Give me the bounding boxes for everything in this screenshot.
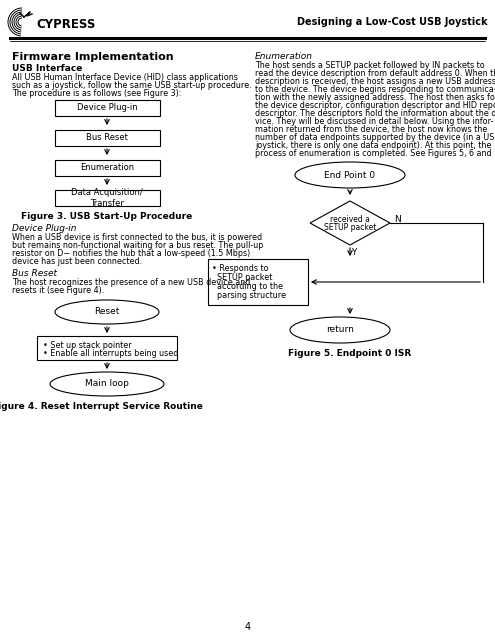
- FancyBboxPatch shape: [54, 160, 159, 176]
- Text: mation returned from the device, the host now knows the: mation returned from the device, the hos…: [255, 125, 487, 134]
- Text: Reset: Reset: [95, 307, 120, 317]
- Text: Firmware Implementation: Firmware Implementation: [12, 52, 174, 62]
- Text: The host sends a SETUP packet followed by IN packets to: The host sends a SETUP packet followed b…: [255, 61, 485, 70]
- Text: • Enable all interrupts being used: • Enable all interrupts being used: [43, 349, 178, 358]
- Text: Enumeration: Enumeration: [255, 52, 313, 61]
- Text: description is received, the host assigns a new USB address: description is received, the host assign…: [255, 77, 495, 86]
- Text: N: N: [394, 214, 401, 223]
- Text: Main loop: Main loop: [85, 380, 129, 388]
- Text: Bus Reset: Bus Reset: [86, 134, 128, 143]
- Text: but remains non-functional waiting for a bus reset. The pull-up: but remains non-functional waiting for a…: [12, 241, 263, 250]
- Text: USB Interface: USB Interface: [12, 64, 82, 73]
- Text: Device Plug-in: Device Plug-in: [12, 224, 77, 233]
- Text: read the device description from default address 0. When the: read the device description from default…: [255, 69, 495, 78]
- FancyBboxPatch shape: [54, 130, 159, 146]
- Text: Data Acquisition/
Transfer: Data Acquisition/ Transfer: [71, 188, 143, 208]
- Text: tion with the newly assigned address. The host then asks for: tion with the newly assigned address. Th…: [255, 93, 495, 102]
- Ellipse shape: [50, 372, 164, 396]
- Text: number of data endpoints supported by the device (in a USB: number of data endpoints supported by th…: [255, 133, 495, 142]
- FancyBboxPatch shape: [37, 336, 177, 360]
- Text: resistor on D− notifies the hub that a low-speed (1.5 Mbps): resistor on D− notifies the hub that a l…: [12, 249, 250, 258]
- FancyBboxPatch shape: [208, 259, 308, 305]
- Text: Figure 4. Reset Interrupt Service Routine: Figure 4. Reset Interrupt Service Routin…: [0, 402, 202, 411]
- Text: SETUP packet: SETUP packet: [324, 223, 376, 232]
- Text: Figure 3. USB Start-Up Procedure: Figure 3. USB Start-Up Procedure: [21, 212, 193, 221]
- Text: SETUP packet: SETUP packet: [212, 273, 272, 282]
- Polygon shape: [310, 201, 390, 245]
- Text: vice. They will be discussed in detail below. Using the infor-: vice. They will be discussed in detail b…: [255, 117, 494, 126]
- Text: 4: 4: [245, 622, 250, 632]
- Text: Bus Reset: Bus Reset: [12, 269, 57, 278]
- Text: When a USB device is first connected to the bus, it is powered: When a USB device is first connected to …: [12, 233, 262, 242]
- Ellipse shape: [55, 300, 159, 324]
- Text: received a: received a: [330, 214, 370, 223]
- Ellipse shape: [295, 162, 405, 188]
- Text: such as a joystick, follow the same USB start-up procedure.: such as a joystick, follow the same USB …: [12, 81, 251, 90]
- Text: parsing structure: parsing structure: [212, 291, 286, 300]
- Text: descriptor. The descriptors hold the information about the de-: descriptor. The descriptors hold the inf…: [255, 109, 495, 118]
- Ellipse shape: [290, 317, 390, 343]
- Text: resets it (see Figure 4).: resets it (see Figure 4).: [12, 286, 104, 295]
- Text: Device Plug-in: Device Plug-in: [77, 104, 137, 113]
- Text: Enumeration: Enumeration: [80, 163, 134, 173]
- FancyBboxPatch shape: [54, 100, 159, 116]
- Text: return: return: [326, 326, 354, 335]
- Text: process of enumeration is completed. See Figures 5, 6 and 7.: process of enumeration is completed. See…: [255, 149, 495, 158]
- Text: Y: Y: [351, 248, 357, 257]
- Text: according to the: according to the: [212, 282, 283, 291]
- Text: The procedure is as follows (see Figure 3):: The procedure is as follows (see Figure …: [12, 89, 181, 98]
- FancyBboxPatch shape: [54, 190, 159, 206]
- Text: to the device. The device begins responding to communica-: to the device. The device begins respond…: [255, 85, 495, 94]
- Text: The host recognizes the presence of a new USB device and: The host recognizes the presence of a ne…: [12, 278, 250, 287]
- Text: End Point 0: End Point 0: [324, 170, 376, 179]
- Text: device has just been connected.: device has just been connected.: [12, 257, 142, 266]
- Text: CYPRESS: CYPRESS: [36, 17, 96, 31]
- Text: the device descriptor, configuration descriptor and HID report: the device descriptor, configuration des…: [255, 101, 495, 110]
- Text: joystick, there is only one data endpoint). At this point, the: joystick, there is only one data endpoin…: [255, 141, 492, 150]
- Text: • Responds to: • Responds to: [212, 264, 269, 273]
- Text: • Set up stack pointer: • Set up stack pointer: [43, 341, 132, 350]
- Text: All USB Human Interface Device (HID) class applications: All USB Human Interface Device (HID) cla…: [12, 73, 238, 82]
- Text: Figure 5. Endpoint 0 ISR: Figure 5. Endpoint 0 ISR: [289, 349, 412, 358]
- Text: Designing a Low-Cost USB Joystick: Designing a Low-Cost USB Joystick: [297, 17, 488, 27]
